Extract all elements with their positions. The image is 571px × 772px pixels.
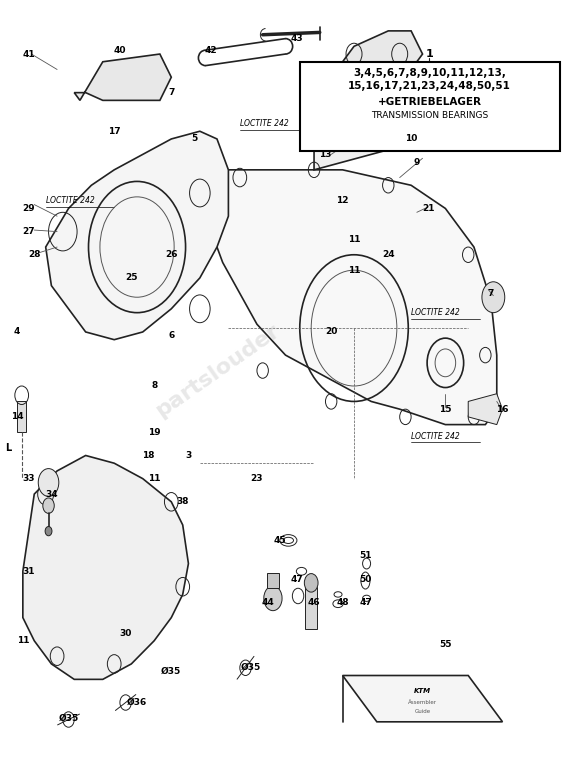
Text: TRANSMISSION BEARINGS: TRANSMISSION BEARINGS — [371, 110, 488, 120]
Text: partslouder: partslouder — [151, 320, 283, 421]
Polygon shape — [331, 31, 423, 100]
Text: L: L — [5, 443, 11, 452]
Text: 1: 1 — [425, 49, 433, 59]
Circle shape — [38, 469, 59, 496]
Text: 20: 20 — [325, 327, 337, 337]
Text: 18: 18 — [142, 451, 155, 460]
Text: 30: 30 — [119, 628, 132, 638]
Text: 26: 26 — [165, 250, 178, 259]
Circle shape — [45, 527, 52, 536]
Text: 8: 8 — [151, 381, 157, 391]
Text: 46: 46 — [308, 598, 320, 607]
Text: LOCTITE 242: LOCTITE 242 — [240, 119, 288, 128]
Text: 50: 50 — [359, 574, 372, 584]
Text: 31: 31 — [22, 567, 35, 576]
Text: 11: 11 — [17, 636, 29, 645]
Text: 6: 6 — [168, 331, 174, 340]
Text: 14: 14 — [11, 412, 23, 422]
Text: KTM: KTM — [414, 688, 431, 694]
Text: 38: 38 — [176, 497, 189, 506]
Text: 33: 33 — [22, 474, 35, 483]
Text: 55: 55 — [439, 640, 452, 649]
Text: 17: 17 — [108, 127, 120, 136]
Circle shape — [43, 498, 54, 513]
Text: 10: 10 — [405, 134, 417, 144]
Text: Ässembler: Ässembler — [408, 700, 437, 705]
Polygon shape — [206, 170, 497, 425]
Text: 9: 9 — [413, 157, 420, 167]
Text: 24: 24 — [382, 250, 395, 259]
Text: +GETRIEBELAGER: +GETRIEBELAGER — [377, 97, 481, 107]
Text: 3,4,5,6,7,8,9,10,11,12,13,: 3,4,5,6,7,8,9,10,11,12,13, — [353, 69, 506, 78]
Polygon shape — [74, 54, 171, 100]
Text: Ø36: Ø36 — [127, 698, 147, 707]
Text: 4: 4 — [14, 327, 21, 337]
Text: 5: 5 — [191, 134, 197, 144]
Text: 47: 47 — [359, 598, 372, 607]
Polygon shape — [314, 100, 411, 170]
Text: Ø35: Ø35 — [241, 663, 262, 672]
Text: Ø35: Ø35 — [161, 667, 182, 676]
Text: 42: 42 — [205, 46, 218, 55]
Text: 16: 16 — [496, 405, 509, 414]
Text: 40: 40 — [114, 46, 126, 55]
Text: Ø35: Ø35 — [58, 713, 79, 723]
Text: LOCTITE 242: LOCTITE 242 — [411, 432, 460, 441]
Text: 43: 43 — [291, 34, 303, 43]
Polygon shape — [343, 676, 502, 722]
Text: 11: 11 — [148, 474, 160, 483]
Text: 25: 25 — [125, 273, 138, 283]
Polygon shape — [46, 131, 228, 340]
Bar — [17, 401, 26, 432]
Text: 12: 12 — [336, 196, 349, 205]
Text: LOCTITE 242: LOCTITE 242 — [411, 308, 460, 317]
Text: 7: 7 — [488, 289, 494, 298]
Text: 41: 41 — [22, 49, 35, 59]
Text: 7: 7 — [168, 88, 175, 97]
Polygon shape — [23, 455, 188, 679]
Circle shape — [482, 282, 505, 313]
Text: 3: 3 — [186, 451, 191, 460]
Text: 11: 11 — [348, 266, 360, 275]
Text: 48: 48 — [336, 598, 349, 607]
FancyBboxPatch shape — [300, 62, 560, 151]
Text: 29: 29 — [22, 204, 35, 213]
Text: 13: 13 — [319, 150, 332, 159]
Text: 23: 23 — [251, 474, 263, 483]
Circle shape — [264, 586, 282, 611]
Text: 27: 27 — [22, 227, 35, 236]
Text: 15,16,17,21,23,24,48,50,51: 15,16,17,21,23,24,48,50,51 — [348, 82, 511, 91]
Bar — [305, 587, 317, 629]
Circle shape — [304, 574, 318, 592]
Text: 34: 34 — [45, 489, 58, 499]
Text: 11: 11 — [348, 235, 360, 244]
Text: 44: 44 — [262, 598, 275, 607]
Text: Guide: Guide — [415, 709, 431, 714]
Text: 28: 28 — [28, 250, 41, 259]
Polygon shape — [468, 394, 502, 425]
Text: 47: 47 — [291, 574, 303, 584]
Text: LOCTITE 242: LOCTITE 242 — [46, 196, 94, 205]
Text: 45: 45 — [274, 536, 286, 545]
Text: 19: 19 — [148, 428, 160, 437]
Text: 21: 21 — [422, 204, 435, 213]
Bar — [267, 573, 279, 588]
Text: 15: 15 — [439, 405, 452, 414]
Text: 51: 51 — [359, 551, 372, 560]
